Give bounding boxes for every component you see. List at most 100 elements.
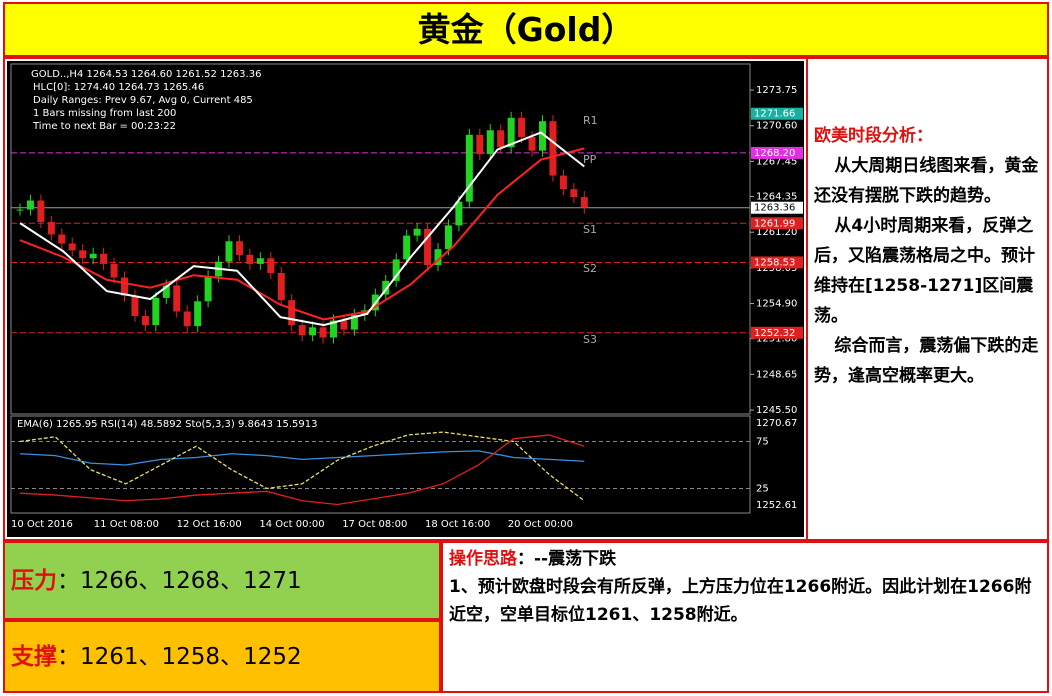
candle (392, 259, 400, 281)
level-tag (751, 146, 803, 159)
current-label: 1263.36 (754, 203, 795, 214)
indicator-edge-label: 1270.67 (756, 418, 797, 429)
candle (444, 225, 452, 250)
info-line: GOLD..,H4 1264.53 1264.60 1261.52 1263.3… (31, 69, 261, 80)
candle (497, 130, 505, 148)
chart-bg (7, 61, 804, 537)
candle (68, 243, 76, 251)
candle (110, 263, 118, 278)
candle (319, 327, 327, 338)
info-line: Time to next Bar = 00:23:22 (32, 121, 176, 132)
level-label: 1268.20 (754, 148, 795, 159)
candle (330, 320, 337, 338)
y-tick-label: 1273.75 (756, 85, 797, 96)
candle (58, 234, 66, 244)
x-tick-label: 14 Oct 00:00 (259, 519, 324, 530)
chart: 1273.75 1270.60 1267.45 1264.35 1261.20 1258.… (7, 61, 804, 537)
level-tag (751, 256, 803, 269)
candle (173, 285, 181, 312)
x-tick-label: 11 Oct 08:00 (94, 519, 159, 530)
current-tag (751, 201, 803, 214)
y-tick-label: 1261.20 (756, 227, 797, 238)
title: 黄金（Gold） (3, 2, 1049, 57)
analysis-paragraph: 综合而言，震荡偏下跌的走势，逢高空概率更大。 (814, 336, 1039, 386)
x-tick-label: 17 Oct 08:00 (342, 519, 407, 530)
pivot-label: S2 (583, 262, 597, 275)
analysis-heading: 欧美时段分析： (814, 126, 933, 146)
x-tick-label: 10 Oct 2016 (11, 519, 73, 530)
support-label: 支撑 (11, 644, 57, 670)
candle (131, 295, 139, 317)
indicator-pane (10, 415, 751, 514)
candle (350, 314, 358, 330)
support: 支撑：1261、1258、1252 (3, 620, 441, 693)
candle (235, 241, 243, 255)
moving-average (19, 131, 585, 327)
candle (559, 175, 567, 190)
candle (476, 134, 484, 155)
y-tick-label: 1251.80 (756, 334, 797, 345)
y-tick-label: 1270.60 (756, 121, 797, 132)
candle (580, 197, 588, 208)
candle (486, 130, 494, 155)
y-tick-label: 1248.65 (756, 369, 797, 380)
analysis-paragraph: 从大周期日线图来看，黄金还没有摆脱下跌的趋势。 (814, 156, 1039, 206)
y-tick-label: 75 (756, 437, 769, 448)
candle (141, 316, 149, 326)
candle (455, 201, 463, 226)
candle (183, 311, 191, 327)
candle (89, 253, 97, 259)
candle (37, 200, 45, 223)
candle (424, 228, 432, 266)
candle (256, 258, 264, 264)
info-line: HLC[0]: 1274.40 1264.73 1265.46 (33, 82, 204, 93)
strategy-body: 1、预计欧盘时段会有所反弹，上方压力位在1266附近。因此计划在1266附近空，… (449, 577, 1032, 625)
y-tick-label: 1245.50 (756, 405, 797, 416)
candle (434, 249, 442, 266)
pivot-label: PP (583, 153, 597, 166)
y-tick-label: 25 (756, 484, 769, 495)
x-tick-label: 18 Oct 16:00 (425, 519, 490, 530)
resistance-text: ：1266、1268、1271 (57, 568, 302, 594)
candle (382, 280, 390, 295)
candle (204, 276, 212, 302)
candle (194, 301, 202, 327)
candle (26, 200, 34, 210)
y-tick-label: 1254.90 (756, 299, 797, 310)
analysis-paragraph: 从4小时周期来看，反弹之后，又陷震荡格局之中。预计维持在[1258-1271]区… (814, 216, 1035, 326)
level-label: 1271.66 (754, 109, 795, 120)
indicator-line (19, 431, 585, 502)
level-label: 1261.99 (754, 218, 795, 229)
indicator-label: EMA(6) 1265.95 RSI(14) 48.5892 Sto(5,3,3… (17, 419, 317, 430)
candle (539, 121, 546, 151)
resistance-label: 压力 (11, 568, 57, 594)
candle (267, 258, 275, 273)
candle (298, 325, 306, 336)
candle (403, 235, 411, 260)
resistance: 压力：1266、1268、1271 (3, 541, 441, 620)
support-text: ：1261、1258、1252 (57, 644, 302, 670)
info-line: Daily Ranges: Prev 9.67, Avg 0, Current … (33, 95, 253, 106)
candle (100, 253, 108, 264)
candle (288, 300, 296, 326)
candle (309, 327, 317, 336)
candle (47, 222, 55, 235)
main-pane (10, 63, 751, 415)
candle (465, 134, 473, 202)
level-label: 1258.53 (754, 257, 795, 268)
pivot-label: R1 (583, 114, 598, 127)
candle (79, 250, 87, 259)
y-tick-label: 1267.45 (756, 156, 797, 167)
candle (121, 277, 128, 296)
moving-average (19, 147, 585, 321)
indicator-line (19, 450, 585, 466)
candle (528, 137, 536, 151)
x-tick-label: 12 Oct 16:00 (177, 519, 242, 530)
candle (549, 121, 557, 176)
candle (340, 320, 348, 330)
pivot-label: S1 (583, 223, 597, 236)
pivot-label: S3 (583, 333, 597, 346)
level-tag (751, 217, 803, 230)
level-tag (751, 326, 803, 339)
